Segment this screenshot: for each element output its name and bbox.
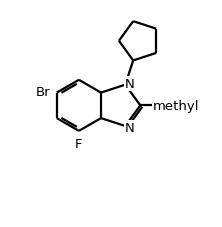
Text: N: N [125, 77, 135, 90]
Text: methyl: methyl [153, 99, 200, 112]
Text: N: N [125, 121, 135, 134]
Text: F: F [75, 138, 83, 151]
Text: Br: Br [36, 86, 50, 99]
